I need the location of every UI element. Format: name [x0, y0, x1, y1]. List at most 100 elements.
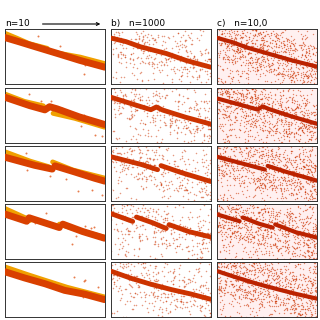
Point [274, 300, 279, 305]
Point [134, 225, 140, 230]
Point [242, 97, 247, 102]
Point [222, 237, 227, 242]
Point [225, 226, 230, 231]
Point [200, 163, 205, 168]
Point [163, 245, 168, 250]
Point [173, 120, 178, 125]
Point [240, 280, 245, 285]
Point [170, 181, 175, 186]
Point [167, 194, 172, 199]
Point [259, 252, 264, 257]
Point [184, 66, 189, 71]
Point [246, 129, 251, 134]
Point [116, 29, 121, 34]
Point [280, 100, 285, 105]
Point [263, 277, 268, 282]
Point [150, 100, 155, 105]
Point [124, 208, 129, 213]
Point [139, 171, 144, 176]
Point [273, 299, 278, 304]
Point [200, 242, 205, 247]
Point [301, 74, 306, 79]
Point [250, 97, 255, 102]
Point [311, 124, 316, 129]
Point [299, 61, 304, 67]
Point [137, 60, 142, 65]
Point [137, 35, 142, 40]
Point [269, 147, 274, 152]
Point [250, 276, 255, 282]
Point [302, 202, 307, 207]
Point [231, 228, 236, 234]
Point [205, 191, 211, 196]
Point [276, 247, 282, 252]
Point [233, 209, 238, 214]
Point [144, 175, 149, 180]
Point [252, 146, 257, 151]
Point [258, 299, 263, 304]
Point [150, 291, 155, 296]
Point [310, 228, 316, 233]
Point [171, 277, 176, 282]
Point [297, 125, 302, 130]
Point [225, 290, 230, 295]
Point [215, 224, 220, 229]
Point [142, 32, 148, 37]
Point [305, 296, 310, 301]
Point [270, 103, 275, 108]
Point [118, 156, 123, 161]
Point [271, 123, 276, 128]
Point [243, 273, 248, 278]
Point [294, 183, 299, 188]
Point [254, 221, 260, 227]
Point [233, 222, 238, 227]
Point [126, 157, 132, 162]
Point [144, 236, 149, 242]
Point [193, 102, 198, 107]
Point [167, 56, 172, 61]
Point [160, 241, 165, 246]
Point [229, 263, 235, 268]
Point [300, 231, 305, 236]
Point [260, 36, 266, 41]
Point [284, 50, 289, 55]
Point [202, 153, 207, 158]
Point [255, 227, 260, 232]
Point [271, 106, 276, 111]
Point [312, 187, 317, 192]
Point [235, 42, 240, 47]
Point [96, 284, 101, 289]
Point [285, 41, 290, 46]
Point [200, 156, 205, 162]
Point [142, 216, 148, 221]
Point [168, 131, 173, 136]
Point [270, 133, 275, 138]
Point [288, 47, 293, 52]
Point [222, 41, 228, 46]
Point [171, 57, 176, 62]
Point [223, 60, 228, 65]
Point [249, 234, 254, 239]
Point [310, 46, 315, 52]
Point [222, 198, 227, 203]
Point [230, 206, 235, 211]
Point [312, 238, 317, 243]
Point [282, 66, 287, 71]
Point [274, 299, 279, 304]
Point [309, 312, 314, 317]
Point [298, 247, 303, 252]
Point [163, 215, 168, 220]
Point [259, 280, 264, 285]
Point [264, 172, 269, 178]
Point [293, 126, 298, 131]
Point [221, 290, 226, 295]
Point [285, 308, 290, 313]
Point [247, 109, 252, 114]
Point [247, 268, 252, 273]
Point [234, 287, 239, 292]
Point [298, 180, 303, 185]
Point [145, 176, 150, 181]
Point [139, 154, 144, 159]
Point [252, 118, 257, 123]
Point [270, 261, 275, 267]
